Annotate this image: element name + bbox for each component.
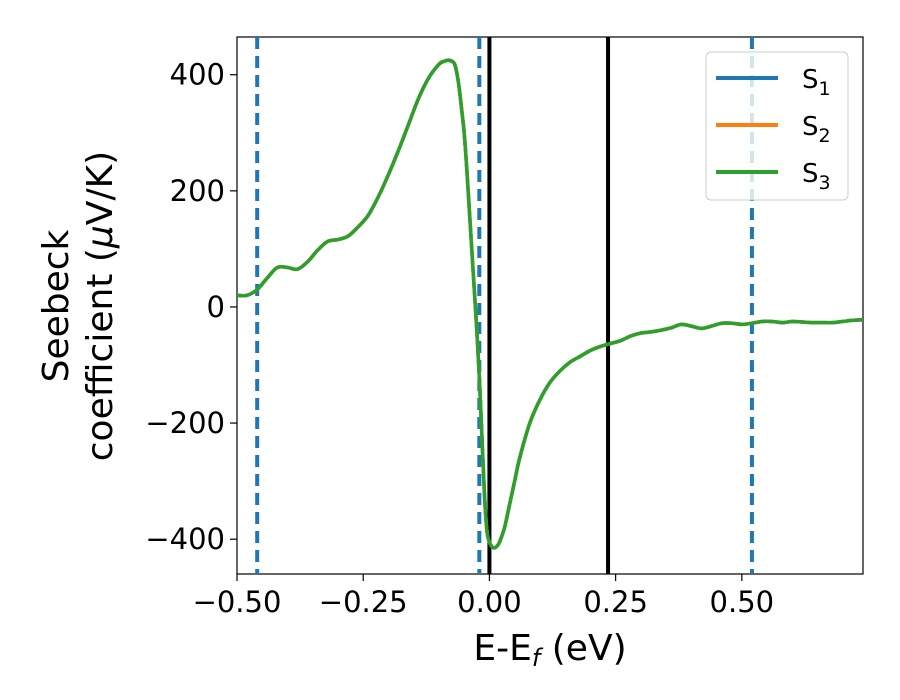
y-axis-label-line1: Seebeck <box>36 229 77 382</box>
plot-area <box>236 36 864 575</box>
x-axis: −0.50 −0.25 0.00 0.25 0.50 <box>193 574 775 619</box>
y-tick-label: 200 <box>170 174 225 208</box>
y-axis: −400 −200 0 200 400 <box>145 58 237 556</box>
series-line-S3 <box>237 58 863 550</box>
y-axis-label-line2: coefficient (μV/K) <box>80 151 121 461</box>
y-tick-label: −200 <box>145 406 225 440</box>
x-tick-label: 0.25 <box>583 585 648 619</box>
x-tick-label: −0.50 <box>193 585 282 619</box>
y-tick-label: 0 <box>207 290 225 324</box>
legend-label: S3 <box>802 159 831 194</box>
y-tick-label: 400 <box>170 58 225 92</box>
x-tick-label: 0.00 <box>457 585 522 619</box>
legend-label: S2 <box>802 112 831 147</box>
legend-label: S1 <box>802 65 831 100</box>
plot-frame <box>236 36 864 575</box>
legend: S1 S2 S3 <box>705 51 849 201</box>
x-axis-label: E-Ef (eV) <box>473 628 626 672</box>
x-tick-label: 0.50 <box>710 585 775 619</box>
x-tick-label: −0.25 <box>319 585 408 619</box>
y-tick-label: −400 <box>145 522 225 556</box>
